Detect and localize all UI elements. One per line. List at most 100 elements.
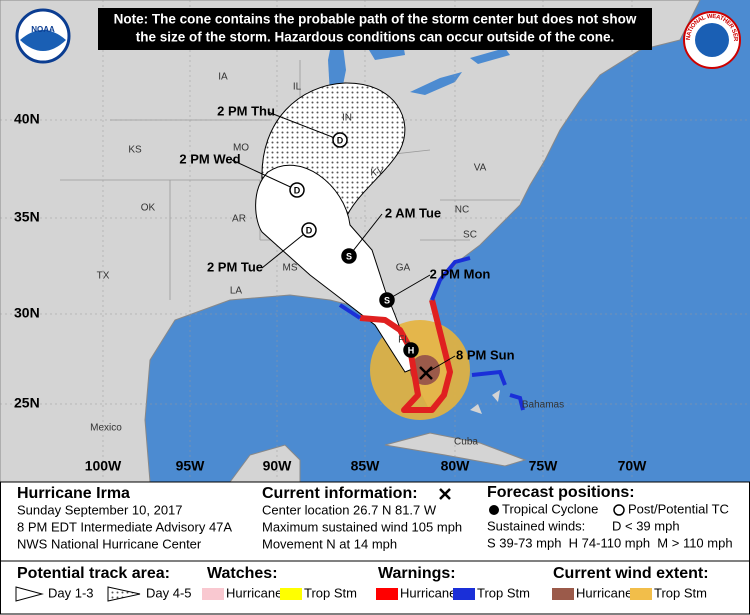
hurricane-warning	[359, 299, 453, 413]
office: NWS National Hurricane Center	[17, 536, 202, 551]
winds-title: Sustained winds:	[487, 518, 585, 533]
track-marker-letter: S	[384, 295, 390, 305]
winds-d: D < 39 mph	[612, 518, 680, 533]
note-box	[98, 8, 652, 50]
forecast-title: Forecast positions:	[487, 484, 635, 501]
watch-ts-label: Trop Stm	[304, 585, 357, 600]
winds-scale: S 39-73 mph H 74-110 mph M > 110 mph	[487, 535, 733, 550]
region-label: NC	[455, 205, 469, 216]
current-icon	[439, 488, 451, 500]
noaa-logo-wave	[20, 30, 66, 51]
note-line: the size of the storm. Hazardous conditi…	[136, 30, 615, 45]
cuba	[384, 432, 527, 467]
lon-label: 90W	[263, 458, 293, 474]
storm-date: Sunday September 10, 2017	[17, 502, 183, 517]
note-line: Note: The cone contains the probable pat…	[114, 12, 637, 27]
track-marker	[301, 222, 317, 238]
track-marker-letter: D	[337, 135, 344, 145]
region-label: IN	[342, 113, 352, 124]
track-marker	[379, 292, 395, 308]
region-label: IA	[218, 72, 228, 83]
region-label: GA	[396, 263, 411, 274]
region-label: IL	[293, 82, 302, 93]
track-title: Potential track area:	[17, 565, 170, 582]
track-marker-letter: S	[346, 251, 352, 261]
lake-ontario	[470, 48, 510, 64]
region-label: OK	[141, 203, 156, 214]
tc-icon	[489, 505, 499, 515]
wind-title: Current wind extent:	[553, 565, 709, 582]
ptc-icon	[613, 504, 625, 516]
lat-label: 40N	[14, 111, 40, 127]
tc-label: Tropical Cyclone	[502, 501, 598, 516]
track-marker	[403, 342, 419, 358]
track-points: D 2 PM Thu D 2 PM Wed D 2 PM Tue S 2 AM Tue S 2 P…	[179, 103, 491, 358]
watches-title: Watches:	[207, 565, 278, 582]
lon-label: 70W	[618, 458, 648, 474]
track-marker	[341, 248, 357, 264]
region-label: Cuba	[454, 437, 478, 448]
track-label: 2 PM Thu	[217, 103, 275, 118]
lon-label: 75W	[529, 458, 559, 474]
day45-label: Day 4-5	[146, 585, 192, 600]
lat-label: 35N	[14, 209, 40, 225]
warn-hurricane-swatch	[376, 588, 398, 600]
region-label: VA	[474, 163, 487, 174]
warn-hurricane-label: Hurricane	[400, 585, 456, 600]
day13-label: Day 1-3	[48, 585, 94, 600]
region-labels: IA IL IN KS MO KY OK AR TX LA MS GA SC NC VA FL Mexico Cu…	[90, 72, 564, 448]
current-label: 8 PM Sun	[456, 347, 515, 362]
noaa-logo-text: NOAA	[31, 25, 55, 34]
track-marker-letter: H	[408, 345, 415, 355]
region-label: MS	[283, 263, 298, 274]
track-marker-letter: D	[294, 185, 301, 195]
region-label: SC	[463, 230, 477, 241]
lat-label: 25N	[14, 395, 40, 411]
current-wind: Maximum sustained wind 105 mph	[262, 519, 462, 534]
lon-label: 95W	[176, 458, 206, 474]
advisory: 8 PM EDT Intermediate Advisory 47A	[17, 519, 232, 534]
wind-ts-label: Trop Stm	[654, 585, 707, 600]
track-label: 2 AM Tue	[385, 205, 441, 220]
region-label: Mexico	[90, 423, 122, 434]
day13-icon	[15, 586, 44, 602]
region-label: FL	[398, 335, 410, 346]
track-marker	[289, 182, 305, 198]
leader-lines	[231, 111, 456, 374]
nws-logo-center	[695, 23, 729, 57]
lat-label: 30N	[14, 305, 40, 321]
lat-labels: 40N 35N 30N 25N	[14, 111, 40, 411]
region-label: KS	[128, 145, 142, 156]
current-title: Current information:	[262, 485, 418, 502]
region-label: TX	[97, 271, 110, 282]
warn-ts-label: Trop Stm	[477, 585, 530, 600]
wind-ts-swatch	[630, 588, 652, 600]
lon-label: 85W	[351, 458, 381, 474]
lon-labels: 100W 95W 90W 85W 80W 75W 70W	[85, 458, 647, 474]
track-label: 2 PM Tue	[207, 259, 263, 274]
lon-label: 100W	[85, 458, 122, 474]
watch-hurricane-label: Hurricane	[226, 585, 282, 600]
track-label: 2 PM Mon	[430, 266, 491, 281]
region-label: MO	[233, 143, 249, 154]
storm-name: Hurricane Irma	[17, 485, 130, 502]
watch-hurricane-swatch	[202, 588, 224, 600]
region-label: AR	[232, 214, 246, 225]
wind-hurricane-label: Hurricane	[576, 585, 632, 600]
lake-erie	[410, 72, 462, 95]
watch-ts-swatch	[280, 588, 302, 600]
ts-warning	[338, 256, 525, 411]
current-location: Center location 26.7 N 81.7 W	[262, 502, 437, 517]
bahamas-islands	[470, 390, 500, 414]
lon-label: 80W	[441, 458, 471, 474]
region-label: Bahamas	[522, 400, 564, 411]
ptc-label: Post/Potential TC	[628, 501, 729, 516]
track-marker-letter: D	[306, 225, 313, 235]
warn-ts-swatch	[453, 588, 475, 600]
track-marker	[332, 132, 348, 148]
region-label: KY	[370, 168, 384, 179]
current-movement: Movement N at 14 mph	[262, 536, 397, 551]
track-label: 2 PM Wed	[179, 151, 240, 166]
day45-icon	[107, 586, 141, 602]
